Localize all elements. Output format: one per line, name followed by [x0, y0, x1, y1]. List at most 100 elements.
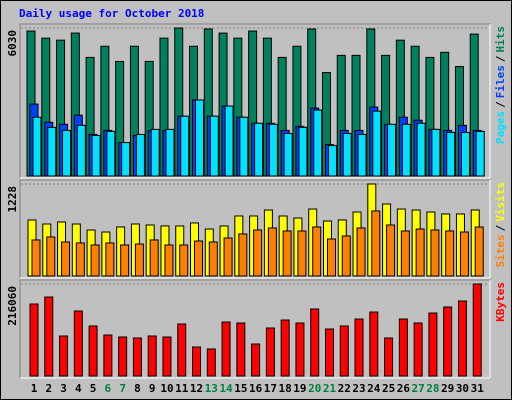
bar [238, 233, 248, 277]
bar [400, 230, 410, 277]
bar [280, 319, 290, 377]
x-tick-label: 29 [441, 382, 454, 395]
legend-entry: Visits [494, 182, 507, 222]
legend-separator: / [494, 55, 507, 62]
bar [342, 132, 352, 177]
bar [459, 231, 469, 277]
bar [149, 239, 159, 277]
bar [73, 310, 83, 377]
legend-separator: / [494, 101, 507, 108]
x-tick-label: 19 [293, 382, 306, 395]
x-tick-label: 25 [382, 382, 395, 395]
bar [221, 321, 231, 377]
bar [401, 123, 411, 177]
bar [135, 133, 145, 177]
bar [460, 131, 470, 177]
bar [44, 296, 54, 377]
bar [91, 134, 101, 177]
x-tick-label: 17 [264, 382, 277, 395]
bar [457, 300, 467, 377]
bar [446, 131, 456, 177]
x-tick-label: 13 [205, 382, 218, 395]
bar [62, 129, 72, 177]
bar [445, 230, 455, 277]
bar [164, 244, 174, 277]
bar [31, 239, 41, 277]
legend-separator: / [494, 224, 507, 231]
bar [431, 128, 441, 177]
bar [282, 230, 292, 277]
bar [339, 325, 349, 377]
bar [295, 322, 305, 377]
y-tick-label: 1228 [6, 186, 19, 213]
legend: Sites / Visits [494, 182, 507, 268]
bar [120, 244, 130, 277]
x-tick-label: 10 [160, 382, 173, 395]
bar [132, 337, 142, 377]
bar [134, 243, 144, 277]
bar [76, 124, 86, 177]
x-tick-label: 6 [105, 382, 112, 395]
bar [150, 128, 160, 177]
bar [386, 224, 396, 277]
bar [209, 115, 219, 177]
bar [147, 335, 157, 377]
bar [106, 130, 116, 177]
legend-entry: Sites [494, 234, 507, 267]
bar [415, 228, 425, 277]
x-tick-label: 7 [119, 382, 126, 395]
bar [177, 323, 187, 377]
bar [103, 334, 113, 377]
x-tick-label: 18 [279, 382, 292, 395]
bar [310, 308, 320, 377]
bar [475, 130, 485, 177]
legend: Pages / Files / Hits [494, 26, 507, 144]
bar [416, 122, 426, 177]
x-tick-label: 26 [397, 382, 411, 395]
bar [32, 116, 42, 177]
bar [313, 109, 323, 177]
bar [267, 227, 277, 277]
bar [165, 128, 175, 177]
x-tick-label: 21 [323, 382, 337, 395]
bar [430, 229, 440, 277]
bar [206, 348, 216, 377]
bar [472, 283, 482, 377]
bar [398, 318, 408, 377]
bar [47, 126, 57, 177]
bar [297, 230, 307, 277]
bar [208, 241, 218, 277]
bar [387, 123, 397, 177]
bar [195, 99, 205, 177]
bar [341, 235, 351, 277]
bar [88, 325, 98, 377]
bar [75, 242, 85, 277]
x-tick-label: 5 [90, 382, 97, 395]
x-tick-label: 22 [338, 382, 351, 395]
x-tick-label: 15 [234, 382, 247, 395]
bar [254, 122, 264, 177]
bar [354, 318, 364, 377]
x-tick-label: 27 [412, 382, 425, 395]
bar [312, 226, 322, 277]
bar [474, 226, 484, 277]
bar [162, 336, 172, 377]
x-tick-label: 12 [190, 382, 203, 395]
bar [180, 115, 190, 177]
bar [327, 145, 337, 177]
bar [194, 240, 204, 277]
bar [90, 244, 100, 277]
bar [268, 123, 278, 177]
x-tick-label: 8 [134, 382, 141, 395]
bar [326, 238, 336, 277]
bar [265, 327, 275, 377]
bar [384, 337, 394, 377]
legend-entry: Hits [494, 26, 507, 53]
bar [369, 311, 379, 377]
bar [192, 346, 202, 377]
bar [61, 241, 71, 277]
x-tick-label: 28 [426, 382, 439, 395]
bar [253, 229, 263, 277]
y-tick-label: 6030 [6, 30, 19, 57]
